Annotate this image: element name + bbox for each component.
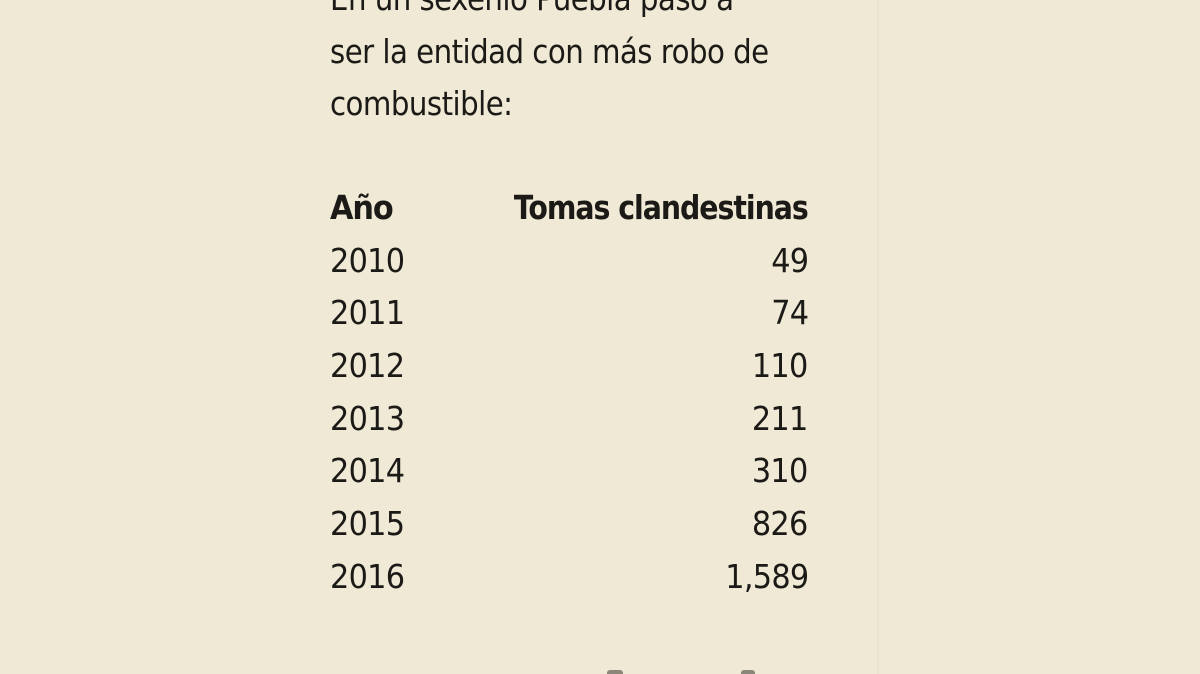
row-value: 826	[752, 504, 808, 544]
row-year: 2011	[330, 293, 405, 333]
fuel-theft-table: Año Tomas clandestinas 2010 49 2011 74 2…	[330, 188, 809, 610]
row-year: 2015	[330, 504, 405, 544]
table-row: 2016 1,589	[330, 556, 809, 610]
column-header-taps: Tomas clandestinas	[514, 188, 809, 227]
table-row: 2014 310	[330, 451, 809, 504]
table-row: 2013 211	[330, 398, 809, 452]
row-year: 2010	[330, 240, 405, 280]
row-year: 2016	[330, 556, 405, 596]
table-header-row: Año Tomas clandestinas	[330, 188, 809, 241]
paper-fold-line	[877, 0, 879, 674]
row-value: 211	[752, 398, 808, 438]
column-header-year: Año	[330, 188, 394, 227]
row-value: 110	[752, 346, 808, 386]
cropped-glyph-fragment	[741, 670, 755, 674]
row-year: 2014	[330, 451, 405, 491]
intro-line-1: En un sexenio Puebla pasó a	[330, 0, 834, 26]
table-row: 2012 110	[330, 346, 809, 399]
table-row: 2011 74	[330, 293, 809, 346]
row-value: 74	[770, 293, 809, 333]
row-value: 49	[770, 240, 809, 280]
row-year: 2012	[330, 346, 405, 386]
intro-line-2: ser la entidad con más robo de	[330, 32, 769, 71]
table-row: 2010 49	[330, 240, 809, 294]
cropped-glyph-fragment	[607, 670, 623, 674]
table-row: 2015 826	[330, 504, 809, 557]
row-year: 2013	[330, 398, 405, 438]
row-value: 1,589	[724, 556, 809, 596]
intro-text: En un sexenio Puebla pasó a ser la entid…	[330, 0, 834, 131]
intro-line-3: combustible:	[330, 85, 513, 123]
row-value: 310	[752, 451, 808, 491]
